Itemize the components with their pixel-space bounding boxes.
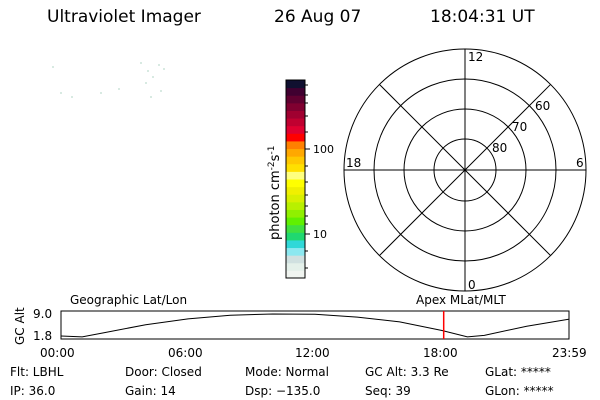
- colorbar-swatch: [286, 80, 305, 89]
- colorbar-swatch: [286, 224, 305, 233]
- colorbar-swatch: [286, 125, 305, 134]
- colorbar-swatch: [286, 247, 305, 256]
- colorbar-tick-10: 10: [313, 228, 327, 241]
- mlt-label-6: 6: [576, 156, 584, 170]
- colorbar-swatch: [286, 270, 305, 279]
- uv-image-area: [52, 62, 165, 98]
- door-status: Door: Closed: [125, 365, 202, 379]
- timeline-frame: [60, 310, 570, 340]
- colorbar-swatch: [286, 148, 305, 157]
- image-pixel: [71, 96, 73, 98]
- apex-title: Apex MLat/MLT: [416, 293, 506, 307]
- date-label: 26 Aug 07: [274, 7, 362, 27]
- colorbar-swatch: [286, 232, 305, 241]
- mlt-label-18: 18: [346, 156, 361, 170]
- image-pixel: [147, 70, 149, 72]
- seq-status: Seq: 39: [365, 384, 411, 398]
- xtick-1200: 12:00: [295, 346, 330, 360]
- altitude-curve: [60, 313, 569, 338]
- colorbar-swatch: [286, 118, 305, 127]
- mlt-label-0: 0: [468, 278, 476, 292]
- colorbar-swatch: [286, 255, 305, 264]
- image-pixel: [163, 68, 165, 70]
- image-pixel: [158, 64, 160, 66]
- mode-status: Mode: Normal: [245, 365, 329, 379]
- xtick-1800: 18:00: [423, 346, 458, 360]
- colorbar-swatch: [286, 194, 305, 203]
- colorbar-tick-100: 100: [313, 143, 334, 156]
- colorbar-swatch: [286, 201, 305, 210]
- instrument-title: Ultraviolet Imager: [47, 7, 201, 27]
- colorbar-swatch: [286, 186, 305, 195]
- glat-status: GLat: *****: [485, 365, 551, 379]
- filter-status: Flt: LBHL: [10, 365, 64, 379]
- colorbar-swatch: [286, 239, 305, 249]
- color-bar: [285, 79, 310, 279]
- colorbar-swatch: [286, 140, 305, 150]
- colorbar-swatch: [286, 133, 305, 142]
- xtick-2359: 23:59: [552, 346, 587, 360]
- timeline-ylabel: GC Alt: [13, 307, 27, 345]
- image-pixel: [118, 88, 120, 90]
- image-pixel: [160, 90, 162, 92]
- gc-alt-status: GC Alt: 3.3 Re: [365, 365, 449, 379]
- colorbar-swatch: [286, 95, 305, 104]
- geographic-title: Geographic Lat/Lon: [70, 293, 187, 307]
- xtick-0000: 00:00: [40, 346, 75, 360]
- colorbar-swatch: [286, 171, 305, 180]
- colorbar-swatch: [286, 217, 305, 226]
- image-pixel: [140, 62, 142, 64]
- xtick-0600: 06:00: [168, 346, 203, 360]
- colorbar-swatch: [286, 156, 305, 165]
- image-pixel: [150, 96, 152, 98]
- colorbar-swatch: [286, 163, 305, 172]
- dsp-status: Dsp: −135.0: [245, 384, 321, 398]
- ytick-9: 9.0: [33, 307, 52, 321]
- colorbar-swatch: [286, 110, 305, 119]
- time-label: 18:04:31 UT: [430, 7, 535, 27]
- colorbar-swatch: [286, 87, 305, 96]
- colorbar-swatch: [286, 262, 305, 271]
- mlt-label-12: 12: [468, 50, 483, 64]
- colorbar-frame: [285, 79, 306, 279]
- image-pixel: [100, 92, 102, 94]
- image-pixel: [52, 66, 54, 68]
- glon-status: GLon: *****: [485, 384, 554, 398]
- colorbar-label: photon cm-2s-1: [267, 146, 283, 240]
- image-pixel: [145, 82, 147, 84]
- colorbar-swatch: [286, 102, 305, 111]
- image-pixel: [152, 76, 154, 78]
- lat-label-80: 80: [492, 141, 507, 155]
- image-pixel: [60, 92, 62, 94]
- colorbar-swatch: [286, 179, 305, 188]
- ip-status: IP: 36.0: [10, 384, 56, 398]
- polar-grid: [343, 48, 587, 292]
- mlt-diagonal: [379, 84, 551, 256]
- colorbar-swatch: [286, 209, 305, 218]
- ytick-1.8: 1.8: [33, 329, 52, 343]
- lat-label-70: 70: [512, 120, 527, 134]
- lat-label-60: 60: [535, 99, 550, 113]
- gain-status: Gain: 14: [125, 384, 176, 398]
